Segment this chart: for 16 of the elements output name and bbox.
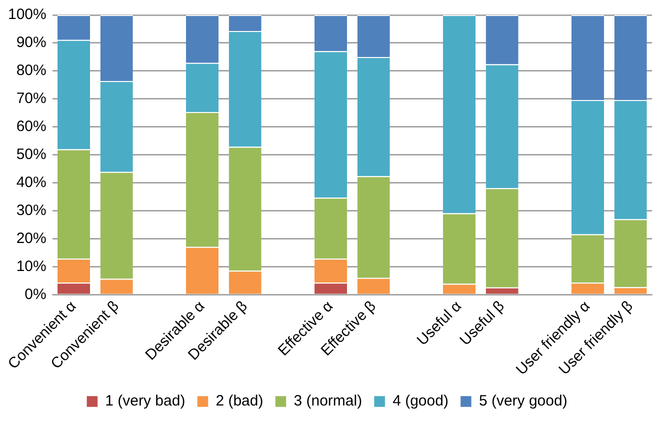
legend-label: 5 (very good): [478, 392, 568, 410]
y-tick-label: 90%: [16, 34, 46, 52]
y-tick-label: 100%: [8, 6, 46, 24]
legend-label: 4 (good): [392, 392, 448, 410]
y-tick-label: 30%: [16, 202, 46, 219]
legend-label: 2 (bad): [216, 392, 264, 410]
y-tick-label: 10%: [16, 258, 46, 275]
y-tick-label: 40%: [16, 174, 46, 191]
y-tick-label: 60%: [16, 118, 46, 136]
legend-label: 3 (normal): [294, 392, 362, 410]
y-tick-label: 70%: [16, 90, 46, 108]
y-tick-label: 80%: [16, 62, 46, 80]
y-tick-label: 0%: [24, 286, 46, 303]
y-tick-label: 50%: [16, 146, 46, 163]
legend-label: 1 (very bad): [105, 392, 186, 410]
y-tick-label: 20%: [16, 230, 46, 247]
